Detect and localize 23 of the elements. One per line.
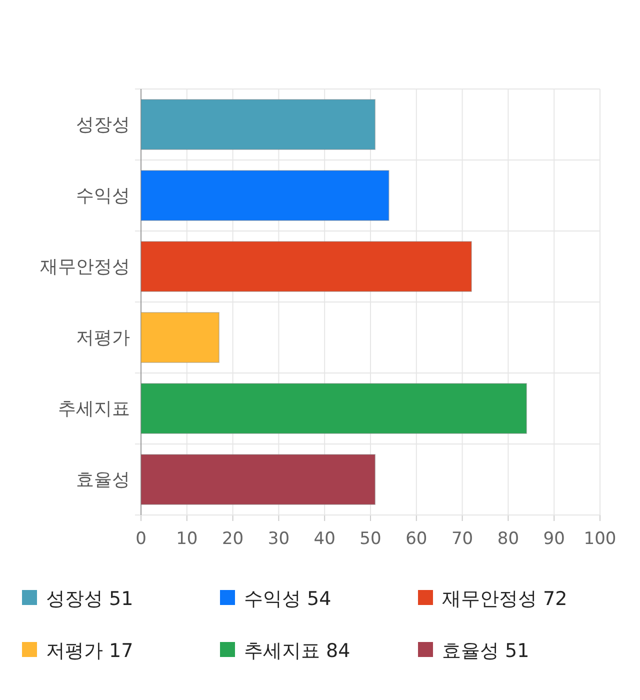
legend-label: 성장성 51 xyxy=(46,588,134,610)
y-tick-label: 수익성 xyxy=(76,186,130,206)
x-tick-label: 50 xyxy=(360,529,382,549)
x-tick-label: 90 xyxy=(543,529,565,549)
legend-label: 수익성 54 xyxy=(244,588,332,610)
y-tick-label: 저평가 xyxy=(76,328,130,348)
x-tick-label: 100 xyxy=(584,529,616,549)
x-tick-label: 0 xyxy=(136,529,146,549)
x-tick-label: 80 xyxy=(497,529,520,549)
y-tick-label: 효율성 xyxy=(76,470,130,490)
legend-label: 재무안정성 72 xyxy=(442,588,568,610)
x-tick-label: 40 xyxy=(314,529,336,549)
x-tick-label: 30 xyxy=(268,529,290,549)
x-tick-label: 20 xyxy=(222,529,244,549)
x-tick-label: 60 xyxy=(406,529,428,549)
x-tick-label: 10 xyxy=(176,529,198,549)
y-tick-label: 추세지표 xyxy=(58,398,130,420)
legend-label: 저평가 17 xyxy=(46,640,134,662)
legend-label: 효율성 51 xyxy=(442,640,530,662)
y-tick-label: 성장성 xyxy=(76,114,130,136)
legend-label: 추세지표 84 xyxy=(244,640,350,662)
x-tick-label: 70 xyxy=(451,529,474,549)
y-tick-label: 재무안정성 xyxy=(40,256,130,278)
